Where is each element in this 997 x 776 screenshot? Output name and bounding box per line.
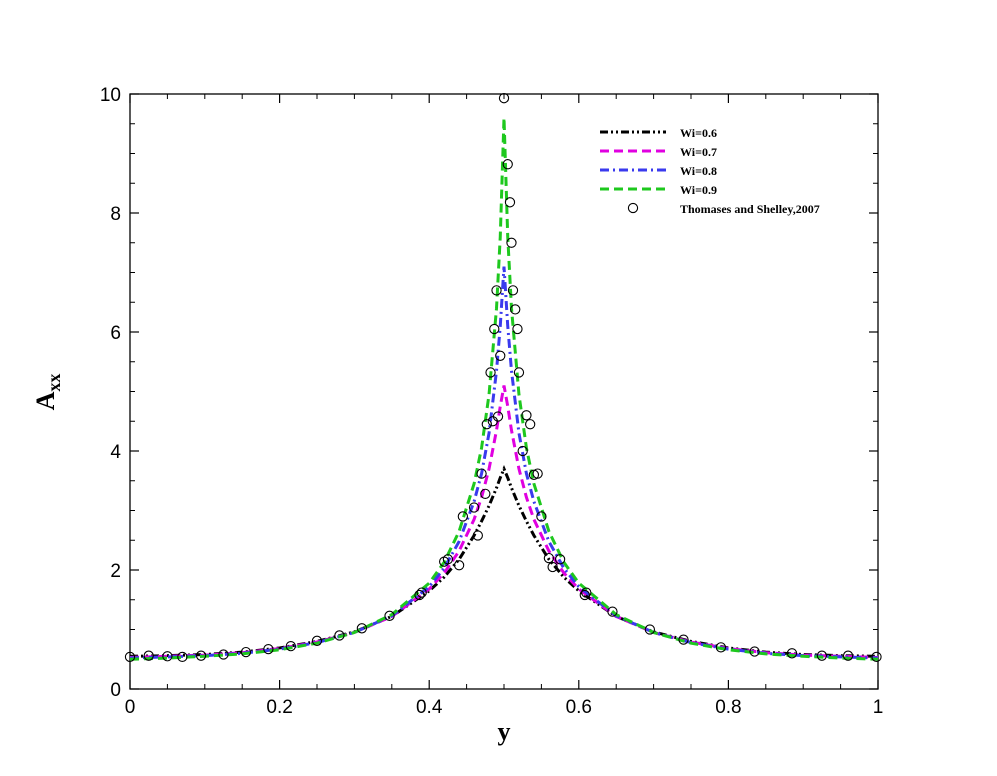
y-tick-label: 2	[110, 561, 121, 582]
reference-data-point	[218, 649, 229, 660]
reference-data-point	[177, 651, 188, 663]
legend-label: Wi=0.9	[680, 183, 717, 197]
reference-data-point	[416, 587, 427, 598]
reference-data-point	[715, 642, 727, 653]
x-tick-label: 0.6	[566, 697, 592, 718]
reference-data-point	[476, 468, 487, 479]
reference-data-point	[678, 634, 689, 645]
y-tick-label: 4	[110, 442, 121, 463]
reference-data-point	[504, 197, 516, 208]
reference-data-point	[842, 650, 854, 661]
reference-data-point	[472, 530, 483, 541]
x-axis-title: y	[498, 717, 511, 746]
reference-data-point	[414, 589, 425, 601]
reference-data-point	[457, 511, 469, 522]
reference-data-point	[495, 350, 506, 361]
reference-data-point	[786, 648, 798, 659]
reference-data-point	[543, 552, 555, 564]
reference-data-point	[507, 285, 519, 296]
reference-data-point	[263, 643, 274, 655]
reference-data-point	[512, 323, 523, 335]
reference-data-point	[480, 488, 491, 499]
reference-data-point	[749, 646, 760, 657]
reference-data-point	[536, 511, 547, 522]
reference-data-point	[521, 410, 532, 421]
x-tick-label: 0.8	[715, 697, 741, 718]
x-tick-label: 1	[873, 697, 884, 718]
reference-data-point	[356, 623, 368, 634]
legend-label: Thomases and Shelley,2007	[680, 202, 820, 216]
reference-data-point	[510, 304, 521, 315]
reference-data-point	[871, 651, 882, 663]
series-lines	[130, 117, 878, 661]
y-axis-title-main: A	[31, 391, 60, 410]
reference-data-point	[644, 624, 656, 635]
reference-data-point	[453, 560, 465, 571]
reference-data-point	[513, 367, 525, 378]
reference-data-point	[554, 554, 566, 565]
reference-data-point	[311, 635, 323, 646]
tick-marks	[129, 93, 879, 690]
reference-data-point	[547, 561, 558, 573]
reference-data-point	[607, 606, 618, 617]
reference-data-point	[491, 285, 502, 296]
reference-data-point	[502, 159, 513, 170]
legend-label: Wi=0.7	[680, 145, 717, 159]
y-axis-title: Axx	[31, 374, 64, 411]
reference-data-point	[525, 419, 536, 430]
series-line-wi-0-8	[130, 266, 878, 660]
x-tick-label: 0.2	[266, 697, 292, 718]
reference-data-point	[816, 650, 828, 661]
reference-data-point	[506, 237, 517, 248]
y-tick-label: 10	[100, 85, 121, 106]
legend-label: Wi=0.8	[680, 164, 717, 178]
reference-data-point	[384, 610, 395, 621]
x-tick-label: 0	[125, 697, 136, 718]
y-tick-label: 8	[110, 204, 121, 225]
y-tick-label: 0	[110, 680, 121, 701]
x-tick-label: 0.4	[416, 697, 443, 718]
reference-data-point	[285, 641, 296, 652]
series-line-wi-0-6	[130, 464, 878, 658]
legend: Wi=0.6 Wi=0.7 Wi=0.8 Wi=0.9 Thomases and She…	[600, 126, 820, 216]
reference-data-point	[481, 419, 492, 430]
reference-data-point	[581, 587, 592, 598]
legend-label: Wi=0.6	[680, 126, 717, 140]
reference-data-point	[195, 650, 207, 661]
y-tick-label: 6	[110, 323, 121, 344]
reference-data-point	[124, 651, 136, 663]
data-markers	[124, 93, 882, 663]
reference-data-point	[489, 323, 500, 335]
reference-data-point	[579, 589, 590, 601]
reference-data-point	[334, 630, 345, 641]
series-line-wi-0-7	[130, 385, 878, 659]
reference-data-point	[485, 367, 496, 378]
reference-data-point	[162, 651, 173, 662]
y-axis-title-sub: xx	[44, 374, 64, 392]
reference-data-point	[240, 646, 252, 658]
reference-data-point	[517, 445, 528, 457]
reference-data-point	[468, 502, 480, 513]
reference-data-point	[143, 650, 154, 661]
reference-data-point	[492, 411, 504, 422]
reference-data-point	[532, 468, 543, 479]
reference-data-point	[498, 93, 510, 104]
reference-data-point	[442, 554, 454, 565]
legend-marker	[627, 202, 639, 214]
